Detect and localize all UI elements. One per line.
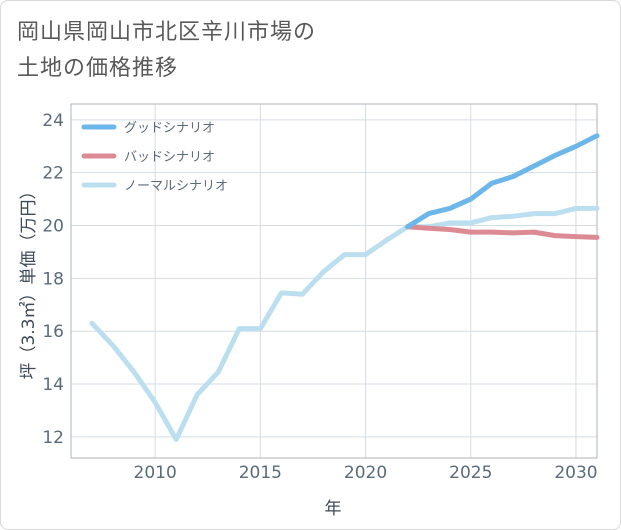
x-tick-label: 2010 [134,463,177,483]
y-tick-label: 16 [42,322,64,342]
y-tick-label: 14 [42,375,64,395]
series-line-2 [89,205,600,442]
series-layer [89,133,600,442]
legend-label-1: バッドシナリオ [124,150,215,165]
y-tick-label: 12 [42,428,64,448]
y-tick-label: 18 [42,269,64,289]
legend-label-2: ノーマルシナリオ [124,179,228,194]
plot-frame [70,103,598,459]
series-line-1 [405,224,600,240]
y-tick-label: 20 [42,217,64,237]
x-axis-ticks: 2010 2015 2020 2025 2030 [134,463,598,483]
y-tick-label: 22 [42,164,64,184]
legend-label-0: グッドシナリオ [124,121,215,136]
x-tick-label: 2030 [554,463,597,483]
x-tick-label: 2025 [449,463,492,483]
y-axis-title: 坪（3.3㎡）単価（万円） [19,182,39,379]
x-tick-label: 2020 [344,463,387,483]
chart-title-line-1: 岡山県岡山市北区辛川市場の [17,20,317,45]
y-axis-ticks: 12 14 16 18 20 22 24 [42,111,64,448]
chart-title: 岡山県岡山市北区辛川市場の 土地の価格推移 [17,15,537,87]
series-line-0 [405,133,600,230]
chart-title-line-2: 土地の価格推移 [17,56,179,81]
x-tick-label: 2015 [239,463,282,483]
x-axis-title: 年 [325,499,342,519]
y-tick-label: 24 [42,111,64,131]
